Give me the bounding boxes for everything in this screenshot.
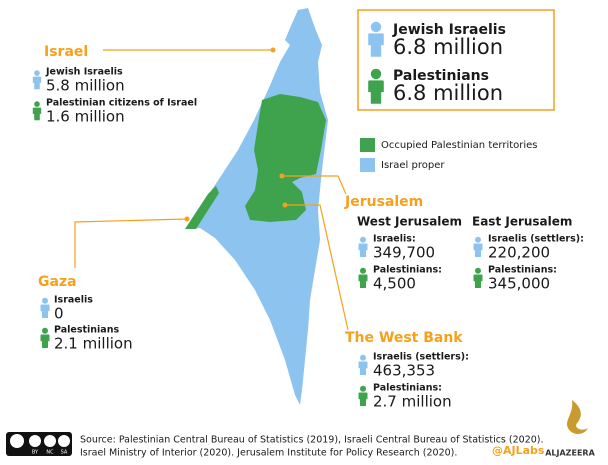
- stat-label: Jewish Israelis: [45, 67, 123, 78]
- region-title: Israel: [44, 44, 88, 60]
- stat-value: 5.8 million: [46, 77, 125, 95]
- stat-label: Israelis (settlers):: [373, 352, 469, 363]
- region-title: Gaza: [38, 274, 77, 290]
- source-text: Israel Ministry of Interior (2020). Jeru…: [80, 448, 457, 459]
- summary-label: Palestinians: [393, 68, 489, 84]
- gaza-strip: [185, 186, 219, 229]
- license-label: NC: [46, 450, 54, 456]
- person-icon: [358, 236, 368, 257]
- person-icon: [32, 101, 42, 121]
- stat-value: 2.1 million: [54, 335, 133, 353]
- person-icon: [473, 267, 483, 288]
- stat-value: 349,700: [373, 244, 435, 262]
- stat-value: 345,000: [488, 275, 550, 293]
- person-icon: [358, 267, 368, 288]
- stat-value: 4,500: [373, 275, 416, 293]
- region-title: The West Bank: [345, 330, 463, 346]
- person-icon: [368, 68, 384, 104]
- license-icon: [10, 434, 24, 448]
- license-icon: [58, 435, 70, 447]
- license-icon: [29, 435, 41, 447]
- stat-value: 2.7 million: [373, 393, 452, 411]
- stat-value: 0: [54, 305, 64, 323]
- legend-label: Occupied Palestinian territories: [381, 140, 538, 151]
- logo-mark: [567, 400, 588, 434]
- logo-text: ALJAZEERA: [545, 449, 595, 458]
- leader-dot: [279, 173, 285, 179]
- person-icon: [32, 70, 42, 90]
- legend-label: Israel proper: [381, 160, 445, 171]
- leader-line: [74, 218, 188, 268]
- summary-box: [357, 9, 555, 111]
- source-text: Source: Palestinian Central Bureau of St…: [80, 435, 544, 446]
- stat-label: Palestinians:: [373, 265, 442, 276]
- stat-label: Palestinians:: [488, 265, 557, 276]
- leader-dot: [270, 47, 276, 53]
- stat-label: Israelis:: [373, 234, 416, 245]
- person-icon: [368, 21, 384, 57]
- summary-value: 6.8 million: [393, 35, 503, 59]
- stat-label: Palestinian citizens of Israel: [46, 98, 197, 109]
- stat-label: Israelis (settlers):: [488, 234, 584, 245]
- person-icon: [358, 385, 368, 406]
- credit: @AJLabs: [492, 444, 545, 457]
- leader-dot: [184, 216, 190, 222]
- stat-label: Palestinians:: [373, 383, 442, 394]
- person-icon: [473, 236, 483, 257]
- summary-value: 6.8 million: [393, 81, 503, 105]
- leader-dot: [282, 202, 288, 208]
- stat-value: 1.6 million: [46, 108, 125, 126]
- license-icon: [44, 435, 56, 447]
- group-title: East Jerusalem: [472, 215, 572, 229]
- license-label: SA: [61, 450, 68, 456]
- stat-label: Palestinians: [54, 325, 119, 336]
- legend-swatch: [360, 138, 375, 152]
- person-icon: [358, 354, 368, 375]
- person-icon: [40, 297, 50, 318]
- region-title: Jerusalem: [344, 194, 423, 210]
- summary-label: Jewish Israelis: [392, 22, 506, 38]
- west-bank: [245, 94, 326, 222]
- group-title: West Jerusalem: [357, 215, 462, 229]
- stat-label: Israelis: [54, 295, 93, 306]
- leader-line: [285, 204, 349, 331]
- stat-value: 463,353: [373, 362, 435, 380]
- stat-value: 220,200: [488, 244, 550, 262]
- leader-line: [282, 175, 347, 195]
- person-icon: [40, 327, 50, 348]
- legend-swatch: [360, 158, 375, 172]
- license-label: BY: [32, 450, 39, 456]
